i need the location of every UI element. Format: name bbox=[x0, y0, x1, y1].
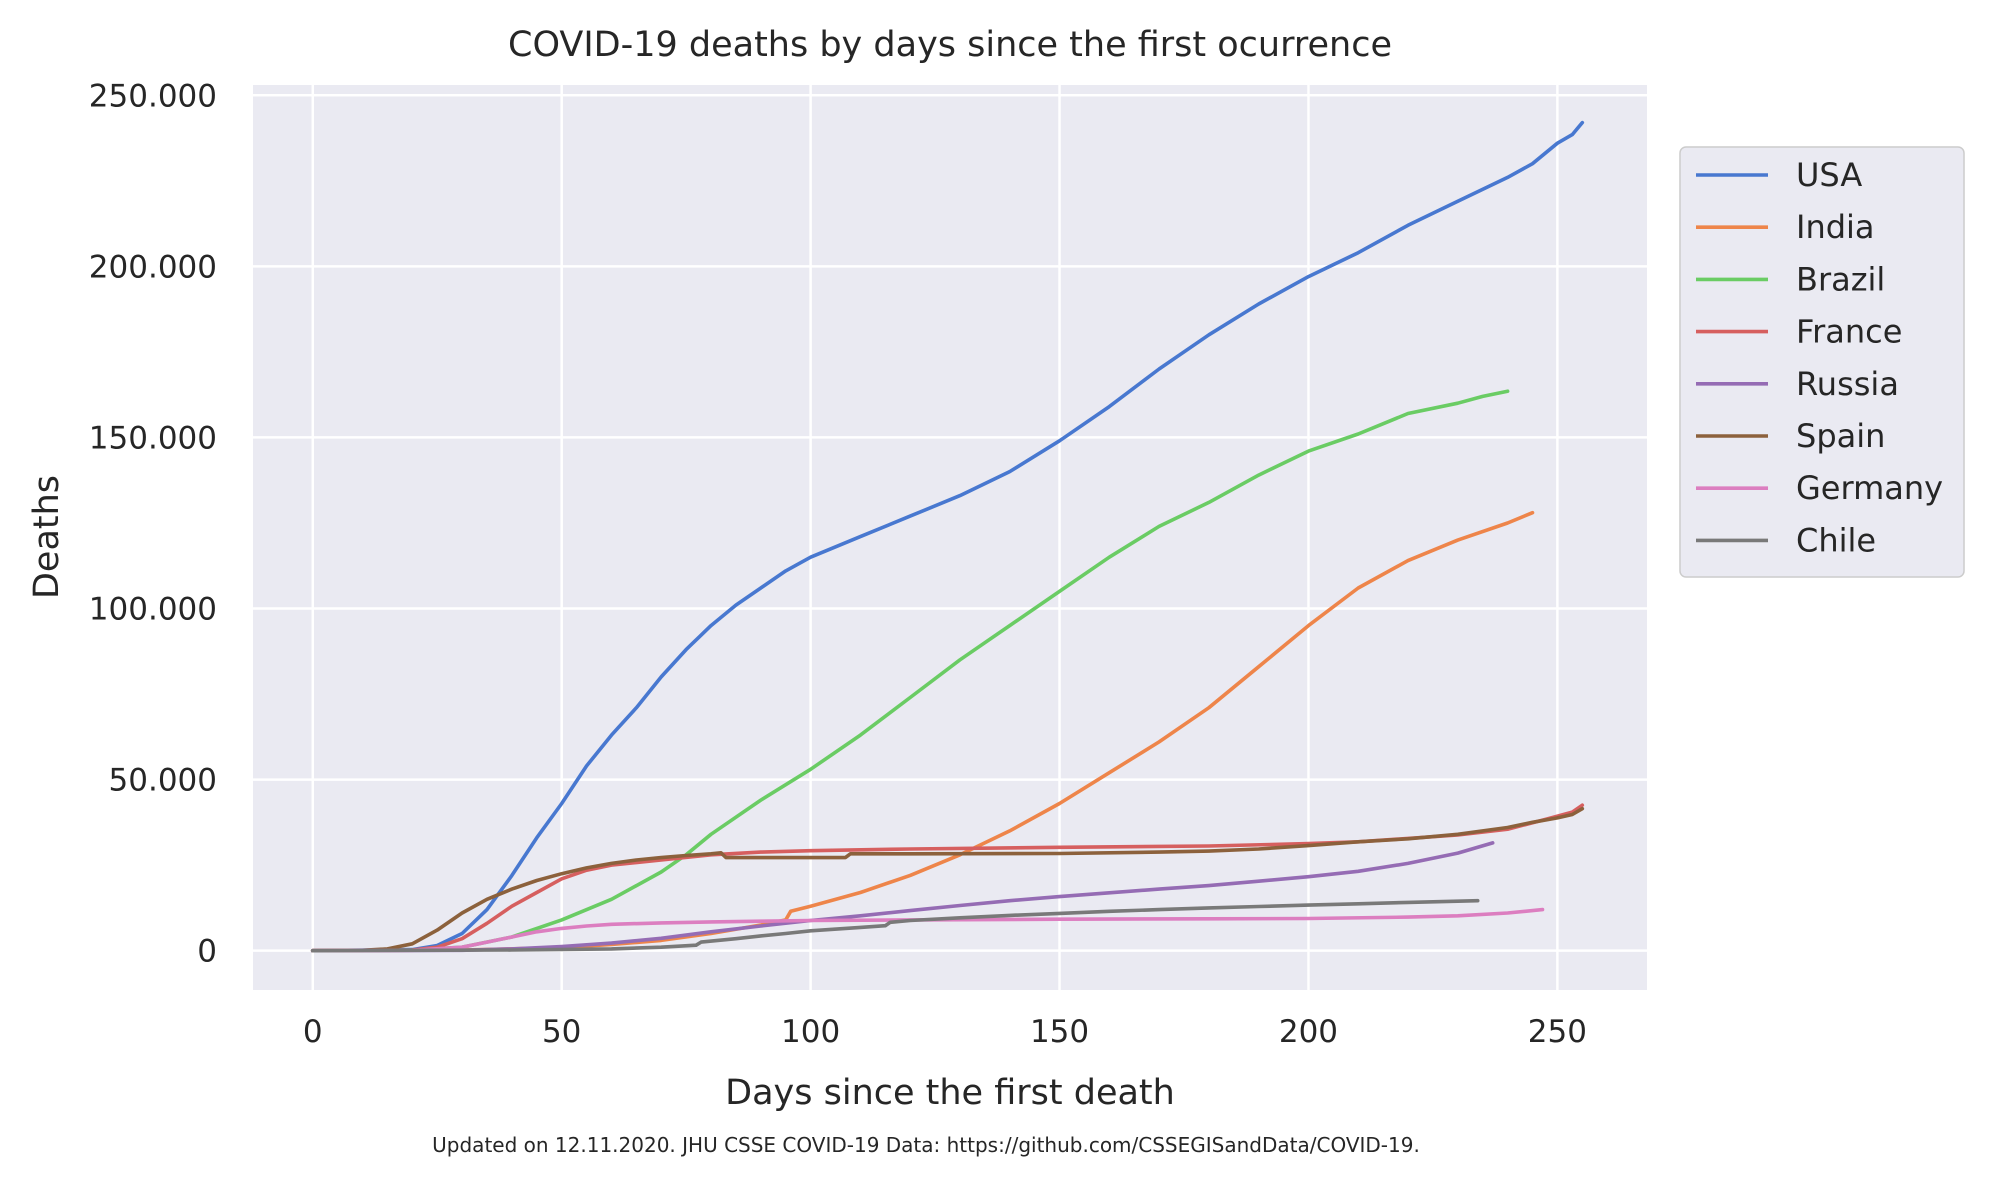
x-tick-label: 200 bbox=[1279, 1014, 1338, 1050]
y-axis-label: Deaths bbox=[27, 475, 67, 599]
legend: USA India Brazil France Russia Spain Germany Ch… bbox=[1679, 146, 1965, 578]
y-tick-label: 100.000 bbox=[89, 591, 217, 627]
legend-label-chile: Chile bbox=[1796, 521, 1876, 559]
y-tick-label: 250.000 bbox=[89, 78, 217, 114]
legend-label-germany: Germany bbox=[1796, 469, 1943, 507]
series-line-germany bbox=[310, 907, 1545, 953]
x-axis-label: Days since the first death bbox=[725, 1073, 1175, 1113]
x-tick-label: 100 bbox=[781, 1014, 840, 1050]
series-line-usa bbox=[310, 120, 1585, 953]
y-tick-label: 0 bbox=[197, 934, 217, 970]
legend-label-usa: USA bbox=[1796, 156, 1862, 194]
x-tick-label: 0 bbox=[303, 1014, 323, 1050]
series-line-russia bbox=[310, 841, 1495, 953]
legend-box bbox=[1679, 146, 1965, 578]
series-line-brazil bbox=[310, 389, 1510, 953]
legend-label-india: India bbox=[1796, 208, 1875, 246]
y-tick-label: 200.000 bbox=[89, 249, 217, 285]
legend-label-brazil: Brazil bbox=[1796, 260, 1885, 298]
y-tick-label: 50.000 bbox=[109, 763, 217, 799]
x-tick-label: 50 bbox=[542, 1014, 581, 1050]
legend-label-spain: Spain bbox=[1796, 417, 1885, 455]
series-line-spain bbox=[310, 806, 1585, 953]
x-tick-label: 150 bbox=[1030, 1014, 1089, 1050]
footnote: Updated on 12.11.2020. JHU CSSE COVID-19… bbox=[432, 1133, 1420, 1157]
series-line-chile bbox=[310, 898, 1480, 953]
legend-label-russia: Russia bbox=[1796, 365, 1899, 403]
chart-title: COVID-19 deaths by days since the first … bbox=[508, 25, 1392, 65]
legend-label-france: France bbox=[1796, 313, 1902, 351]
y-tick-label: 150.000 bbox=[89, 420, 217, 456]
x-tick-label: 250 bbox=[1528, 1014, 1587, 1050]
